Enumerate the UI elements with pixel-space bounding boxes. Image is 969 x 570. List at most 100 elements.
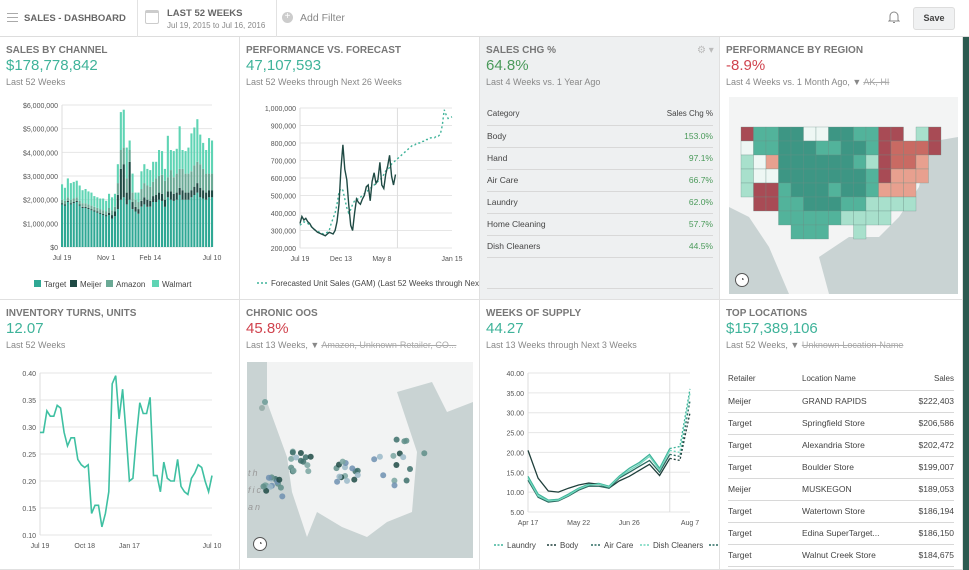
plus-circle-icon[interactable]: + bbox=[282, 12, 293, 23]
state-region bbox=[890, 140, 904, 156]
column-header[interactable]: Location Name bbox=[802, 368, 907, 391]
bar-segment-meijer bbox=[111, 215, 114, 219]
bar-segment-target bbox=[143, 204, 146, 247]
oos-location-dot bbox=[403, 477, 410, 484]
oos-location-dot bbox=[354, 472, 361, 478]
panel-title: SALES CHG % bbox=[486, 45, 557, 56]
legend-swatch bbox=[70, 280, 77, 287]
hamburger-icon[interactable] bbox=[7, 13, 18, 22]
y-tick-label: 0.15 bbox=[22, 506, 36, 513]
table-row[interactable]: Meijer MUSKEGON $189,053 bbox=[728, 478, 954, 501]
state-region bbox=[878, 154, 892, 170]
bar-segment-amazon bbox=[163, 180, 166, 200]
oos-location-dot bbox=[297, 450, 304, 456]
state-region bbox=[803, 168, 817, 184]
bar-segment-target bbox=[78, 205, 81, 247]
bar-segment-walmart bbox=[178, 126, 181, 169]
bar-segment-target bbox=[116, 209, 119, 247]
bar-segment-amazon bbox=[131, 192, 134, 203]
table-header: Retailer Location Name Sales bbox=[728, 368, 954, 391]
state-region bbox=[778, 168, 792, 184]
column-header[interactable]: Sales Chg % bbox=[613, 103, 713, 126]
bar-segment-walmart bbox=[158, 150, 161, 176]
table-row[interactable]: Home Cleaning 57.7% bbox=[487, 213, 713, 236]
oos-location-dot bbox=[288, 455, 295, 462]
y-tick-label: 500,000 bbox=[271, 194, 296, 201]
bar-segment-meijer bbox=[178, 187, 181, 195]
bar-segment-target bbox=[169, 199, 172, 247]
table-row[interactable]: Target Edina SuperTarget... $186,150 bbox=[728, 522, 954, 545]
performance-vs-forecast-chart[interactable]: 200,000 300,000 400,000 500,000 600,000 700,0… bbox=[240, 37, 480, 300]
sales-chg-cell: 97.1% bbox=[613, 147, 713, 170]
table-row[interactable]: Meijer GRAND RAPIDS $222,403 bbox=[728, 390, 954, 413]
inventory-turns-chart[interactable]: 0.10 0.15 0.20 0.25 0.30 0.35 0.40 Jul 19 Oct 18… bbox=[0, 300, 240, 570]
state-region bbox=[853, 224, 867, 240]
panel-subtitle: Last 52 Weeks through Next 26 Weeks bbox=[246, 77, 402, 87]
bar-segment-amazon bbox=[199, 164, 202, 188]
table-row[interactable]: Laundry 62.0% bbox=[487, 191, 713, 214]
state-region bbox=[803, 182, 817, 198]
filter-icon: ▼ bbox=[310, 340, 320, 350]
sales-by-channel-chart[interactable]: $0 $1,000,000 $2,000,000 $3,000,000 $4,000,0… bbox=[0, 37, 240, 300]
weeks-of-supply-chart[interactable]: 5.00 10.00 15.00 20.00 25.00 30.00 35.00 40.00 A… bbox=[480, 300, 720, 570]
bar-segment-amazon bbox=[99, 209, 102, 213]
table-row[interactable]: Body 153.0% bbox=[487, 125, 713, 148]
location-cell: Boulder Store bbox=[802, 456, 907, 479]
table-row[interactable]: Air Care 66.7% bbox=[487, 169, 713, 192]
oos-location-dot bbox=[259, 405, 265, 411]
oos-location-dot bbox=[336, 473, 343, 480]
y-tick-label: 200,000 bbox=[271, 246, 296, 253]
state-region bbox=[865, 210, 879, 226]
bar-segment-meijer bbox=[63, 204, 66, 206]
y-tick-label: $5,000,000 bbox=[23, 127, 58, 134]
table-row[interactable]: Target Walnut Creek Store $184,675 bbox=[728, 544, 954, 567]
gear-icon[interactable]: ⚙ ▾ bbox=[697, 45, 714, 56]
bar-segment-walmart bbox=[140, 171, 143, 190]
legend-label: Body bbox=[560, 541, 578, 550]
table-row[interactable]: Target Springfield Store $206,586 bbox=[728, 412, 954, 435]
map-legend-icon[interactable]: ◔ bbox=[735, 273, 749, 287]
add-filter-button[interactable]: Add Filter bbox=[300, 12, 345, 24]
region-choropleth-map[interactable] bbox=[729, 97, 958, 294]
map-legend-icon[interactable]: ◔ bbox=[253, 537, 267, 551]
date-range-label[interactable]: LAST 52 WEEKS bbox=[167, 8, 243, 19]
panel-title: SALES BY CHANNEL bbox=[6, 45, 108, 56]
state-region bbox=[753, 126, 767, 142]
bar-segment-meijer bbox=[146, 199, 149, 207]
state-region bbox=[878, 210, 892, 226]
bell-icon[interactable] bbox=[887, 10, 901, 23]
panel-title: WEEKS OF SUPPLY bbox=[486, 308, 582, 319]
location-cell: MUSKEGON bbox=[802, 478, 907, 501]
panel-subtitle: Last 52 Weeks bbox=[6, 77, 66, 87]
sales-chg-cell: 44.5% bbox=[613, 235, 713, 258]
oos-location-dot bbox=[277, 484, 284, 491]
bar-segment-walmart bbox=[84, 189, 87, 204]
column-header[interactable]: Retailer bbox=[728, 368, 802, 391]
filter-value[interactable]: Unknown-Location-Name bbox=[801, 340, 904, 350]
calendar-icon[interactable] bbox=[145, 10, 159, 24]
bar-segment-meijer bbox=[66, 200, 69, 202]
dashboard-title[interactable]: SALES - DASHBOARD bbox=[24, 13, 126, 24]
filter-value[interactable]: Amazon, Unknown-Retailer, CO... bbox=[321, 340, 457, 350]
bar-segment-amazon bbox=[105, 211, 108, 216]
table-row[interactable]: Target Boulder Store $199,007 bbox=[728, 456, 954, 479]
table-row[interactable]: Hand 97.1% bbox=[487, 147, 713, 170]
save-button[interactable]: Save bbox=[913, 7, 955, 30]
chronic-oos-map[interactable] bbox=[247, 362, 473, 558]
table-row[interactable]: Dish Cleaners 44.5% bbox=[487, 235, 713, 258]
state-region bbox=[803, 224, 817, 240]
bar-segment-target bbox=[137, 213, 140, 247]
table-row[interactable]: Target Watertown Store $186,194 bbox=[728, 500, 954, 523]
filter-value[interactable]: AK, HI bbox=[863, 77, 890, 87]
bar-segment-walmart bbox=[137, 192, 140, 203]
panel-value: $178,778,842 bbox=[6, 57, 98, 74]
bar-segment-walmart bbox=[134, 192, 137, 200]
sales-cell: $199,007 bbox=[906, 456, 954, 479]
bar-segment-amazon bbox=[140, 189, 143, 201]
bar-segment-amazon bbox=[84, 203, 87, 207]
state-region bbox=[878, 140, 892, 156]
column-header[interactable]: Category bbox=[487, 103, 614, 126]
y-tick-label: $2,000,000 bbox=[23, 198, 58, 205]
column-header[interactable]: Sales bbox=[906, 368, 954, 391]
table-row[interactable]: Target Alexandria Store $202,472 bbox=[728, 434, 954, 457]
